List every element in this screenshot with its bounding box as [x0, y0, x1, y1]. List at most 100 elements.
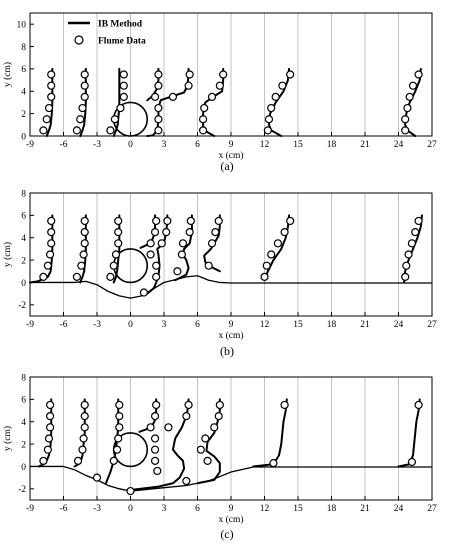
- x-axis-label: x (cm): [218, 150, 243, 161]
- x-tick-label: -6: [60, 320, 68, 330]
- flume-data-point: [153, 466, 162, 476]
- flume-data-point: [114, 228, 123, 237]
- y-tick-label: 6: [21, 65, 26, 75]
- x-tick-label: 18: [327, 140, 337, 150]
- flume-data-point: [402, 261, 411, 270]
- ib-profile-line-2: [79, 214, 87, 284]
- flume-data-point: [80, 423, 89, 432]
- x-tick-label: 3: [162, 504, 167, 514]
- x-tick-label: 0: [128, 140, 133, 150]
- flume-data-point: [45, 250, 55, 259]
- flume-data-point: [47, 216, 56, 226]
- y-tick-label: 8: [21, 189, 26, 199]
- flume-data-point: [267, 250, 276, 259]
- flume-data-point: [210, 423, 219, 432]
- x-tick-label: -3: [93, 504, 101, 514]
- y-tick-label: 4: [21, 418, 26, 428]
- flume-data-point: [200, 103, 209, 113]
- flume-data-point: [77, 261, 86, 270]
- flume-data-point: [157, 239, 166, 248]
- flume-data-point: [146, 423, 155, 432]
- x-tick-label: 15: [293, 504, 303, 514]
- flume-data-point: [39, 272, 48, 281]
- ib-profile-line-2: [73, 398, 86, 468]
- legend-line-label: IB Method: [98, 20, 143, 30]
- x-tick-label: 0: [128, 504, 133, 514]
- y-tick-label: 8: [21, 373, 26, 383]
- y-tick-label: 0: [21, 279, 26, 289]
- flume-data-point: [47, 228, 56, 237]
- flume-data-point: [80, 81, 89, 90]
- y-tick-label: 2: [21, 440, 26, 450]
- flume-data-point: [411, 228, 420, 237]
- flume-data-point: [109, 456, 118, 465]
- flume-data-point: [80, 70, 89, 79]
- x-tick-label: 3: [162, 320, 167, 330]
- flume-data-point: [92, 473, 102, 482]
- legend: IB Method Flume Data: [68, 20, 146, 47]
- flume-data-point: [109, 261, 118, 270]
- flume-data-point: [73, 456, 83, 465]
- flume-data-point: [280, 228, 289, 237]
- ib-profile-line-8: [404, 67, 422, 137]
- flume-data-point: [164, 423, 173, 432]
- flume-data-point: [47, 92, 56, 101]
- flume-data-point: [184, 81, 193, 90]
- flume-data-point: [186, 216, 195, 226]
- flume-data-point: [115, 400, 124, 410]
- flume-data-point: [119, 81, 128, 90]
- ib-profile-line-7: [252, 398, 288, 468]
- flume-data-point: [152, 400, 161, 410]
- y-axis-label: y (cm): [2, 62, 13, 87]
- flume-data-point: [106, 272, 115, 281]
- flume-data-point: [280, 400, 289, 410]
- y-tick-label: -2: [18, 301, 26, 311]
- flume-data-point: [80, 92, 89, 101]
- flume-data-point: [168, 92, 178, 101]
- flume-data-point: [207, 239, 217, 248]
- y-tick-label: 4: [21, 234, 26, 244]
- flume-data-point: [39, 456, 48, 465]
- x-tick-label: 9: [229, 140, 234, 150]
- y-tick-label: 0: [21, 132, 26, 142]
- ib-profile-line-8: [397, 398, 421, 468]
- x-tick-label: -9: [26, 504, 34, 514]
- flume-data-point: [79, 434, 88, 443]
- ib-profile-line-9: [403, 214, 423, 284]
- x-tick-label: -9: [26, 320, 34, 330]
- ib-profile-line-1: [29, 214, 54, 284]
- flume-data-point: [263, 126, 272, 135]
- y-axis-label: y (cm): [2, 426, 13, 451]
- flume-data-point: [152, 261, 161, 270]
- flume-data-point: [173, 267, 182, 276]
- ib-profile-line-8: [263, 214, 291, 282]
- flume-data-point: [286, 216, 295, 226]
- y-axis-label: y (cm): [2, 242, 13, 267]
- x-tick-label: 9: [229, 320, 234, 330]
- flume-data-point: [119, 92, 128, 101]
- flume-data-point: [405, 92, 414, 101]
- flume-data-point: [110, 115, 119, 124]
- flume-data-point: [196, 445, 205, 454]
- ib-profile-line-5: [146, 67, 190, 137]
- flume-data-point: [407, 457, 416, 467]
- flume-data-point: [146, 250, 155, 259]
- flume-data-point: [114, 434, 123, 443]
- x-tick-label: 21: [360, 320, 370, 330]
- x-tick-label: 27: [427, 320, 437, 330]
- flume-data-point: [111, 250, 121, 259]
- flume-data-point: [211, 228, 220, 237]
- flume-data-point: [215, 81, 224, 90]
- y-tick-label: 6: [21, 396, 26, 406]
- flume-data-point: [152, 272, 161, 281]
- flume-data-point: [177, 250, 186, 259]
- ib-profile-line-5: [146, 214, 169, 295]
- ib-profile-line-5: [129, 398, 190, 491]
- y-tick-label: 8: [21, 43, 26, 53]
- x-tick-label: 15: [293, 140, 303, 150]
- flume-data-point: [116, 103, 125, 113]
- flume-data-point: [154, 81, 163, 90]
